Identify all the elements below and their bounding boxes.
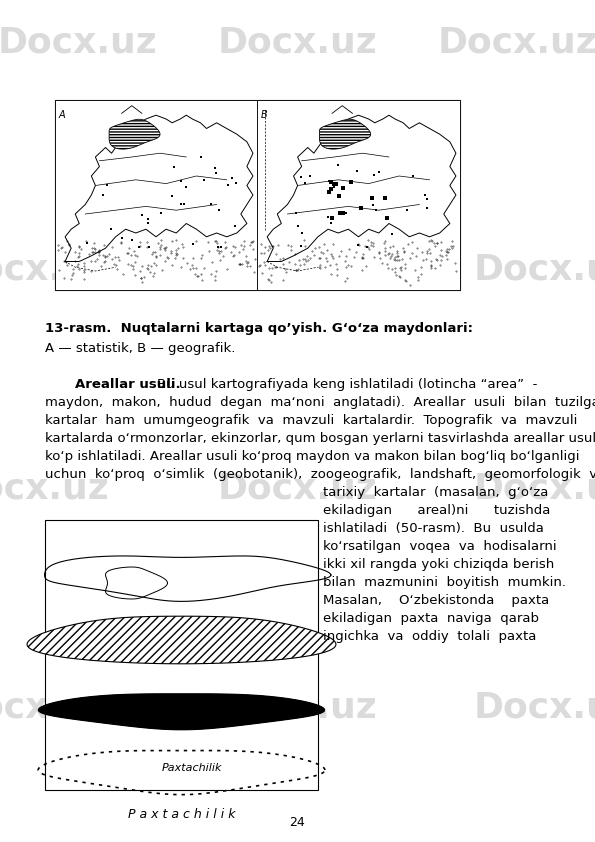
- Text: Docx.uz: Docx.uz: [218, 25, 377, 59]
- Text: tarixiy  kartalar  (masalan,  g‘o‘za: tarixiy kartalar (masalan, g‘o‘za: [323, 486, 549, 499]
- Text: kartalarda o‘rmonzorlar, ekinzorlar, qum bosgan yerlarni tasvirlashda areallar u: kartalarda o‘rmonzorlar, ekinzorlar, qum…: [45, 432, 595, 445]
- Text: Docx.uz: Docx.uz: [474, 253, 595, 286]
- Bar: [257, 100, 460, 290]
- Text: A — statistik, B — geografik.: A — statistik, B — geografik.: [45, 342, 236, 355]
- Bar: [55, 100, 257, 290]
- Text: A: A: [59, 110, 65, 120]
- Text: kartalar  ham  umumgeografik  va  mavzuli  kartalardir.  Topografik  va  mavzuli: kartalar ham umumgeografik va mavzuli ka…: [45, 414, 577, 427]
- Text: ingichka  va  oddiy  tolali  paxta: ingichka va oddiy tolali paxta: [323, 630, 536, 643]
- Polygon shape: [27, 616, 336, 663]
- Text: Docx.uz: Docx.uz: [0, 253, 109, 286]
- Text: Docx.uz: Docx.uz: [0, 472, 109, 505]
- Text: Paxtachilik: Paxtachilik: [161, 763, 222, 773]
- Text: P a x t a c h i l i k: P a x t a c h i l i k: [128, 808, 235, 822]
- Text: Bu usul kartografiyada keng ishlatiladi (lotincha “area”  -: Bu usul kartografiyada keng ishlatiladi …: [157, 378, 537, 391]
- Text: Docx.uz: Docx.uz: [474, 690, 595, 724]
- Text: Docx.uz: Docx.uz: [0, 690, 109, 724]
- Polygon shape: [320, 120, 371, 149]
- Text: bilan  mazmunini  boyitish  mumkin.: bilan mazmunini boyitish mumkin.: [323, 576, 566, 589]
- Text: ishlatiladi  (50-rasm).  Bu  usulda: ishlatiladi (50-rasm). Bu usulda: [323, 522, 544, 535]
- Text: maydon,  makon,  hudud  degan  ma‘noni  anglatadi).  Areallar  usuli  bilan  tuz: maydon, makon, hudud degan ma‘noni angla…: [45, 396, 595, 409]
- Text: ekiladigan      areal)ni      tuzishda: ekiladigan areal)ni tuzishda: [323, 504, 550, 517]
- Text: 24: 24: [289, 816, 305, 829]
- Text: Docx.uz: Docx.uz: [218, 472, 377, 505]
- Text: 13-rasm.  Nuqtalarni kartaga qo’yish. G‘o‘za maydonlari:: 13-rasm. Nuqtalarni kartaga qo’yish. G‘o…: [45, 322, 473, 335]
- Text: B: B: [261, 110, 268, 120]
- Bar: [55, 100, 460, 290]
- Text: Docx.uz: Docx.uz: [218, 690, 377, 724]
- Polygon shape: [38, 694, 325, 730]
- Text: Areallar usuli.: Areallar usuli.: [75, 378, 181, 391]
- Text: Docx.uz: Docx.uz: [218, 253, 377, 286]
- Polygon shape: [109, 120, 160, 149]
- Text: ko‘p ishlatiladi. Areallar usuli ko‘proq maydon va makon bilan bog‘liq bo‘lganli: ko‘p ishlatiladi. Areallar usuli ko‘proq…: [45, 450, 580, 463]
- Text: Docx.uz: Docx.uz: [474, 472, 595, 505]
- Text: Masalan,    O‘zbekistonda    paxta: Masalan, O‘zbekistonda paxta: [323, 594, 549, 607]
- Bar: [45, 520, 318, 790]
- Text: ikki xil rangda yoki chiziqda berish: ikki xil rangda yoki chiziqda berish: [323, 558, 555, 571]
- Text: Docx.uz: Docx.uz: [438, 25, 595, 59]
- Text: Docx.uz: Docx.uz: [0, 25, 157, 59]
- Text: uchun  ko‘proq  o‘simlik  (geobotanik),  zoogeografik,  landshaft,  geomorfologi: uchun ko‘proq o‘simlik (geobotanik), zoo…: [45, 468, 595, 481]
- Text: ko‘rsatilgan  voqea  va  hodisalarni: ko‘rsatilgan voqea va hodisalarni: [323, 540, 557, 553]
- Text: ekiladigan  paxta  naviga  qarab: ekiladigan paxta naviga qarab: [323, 612, 539, 625]
